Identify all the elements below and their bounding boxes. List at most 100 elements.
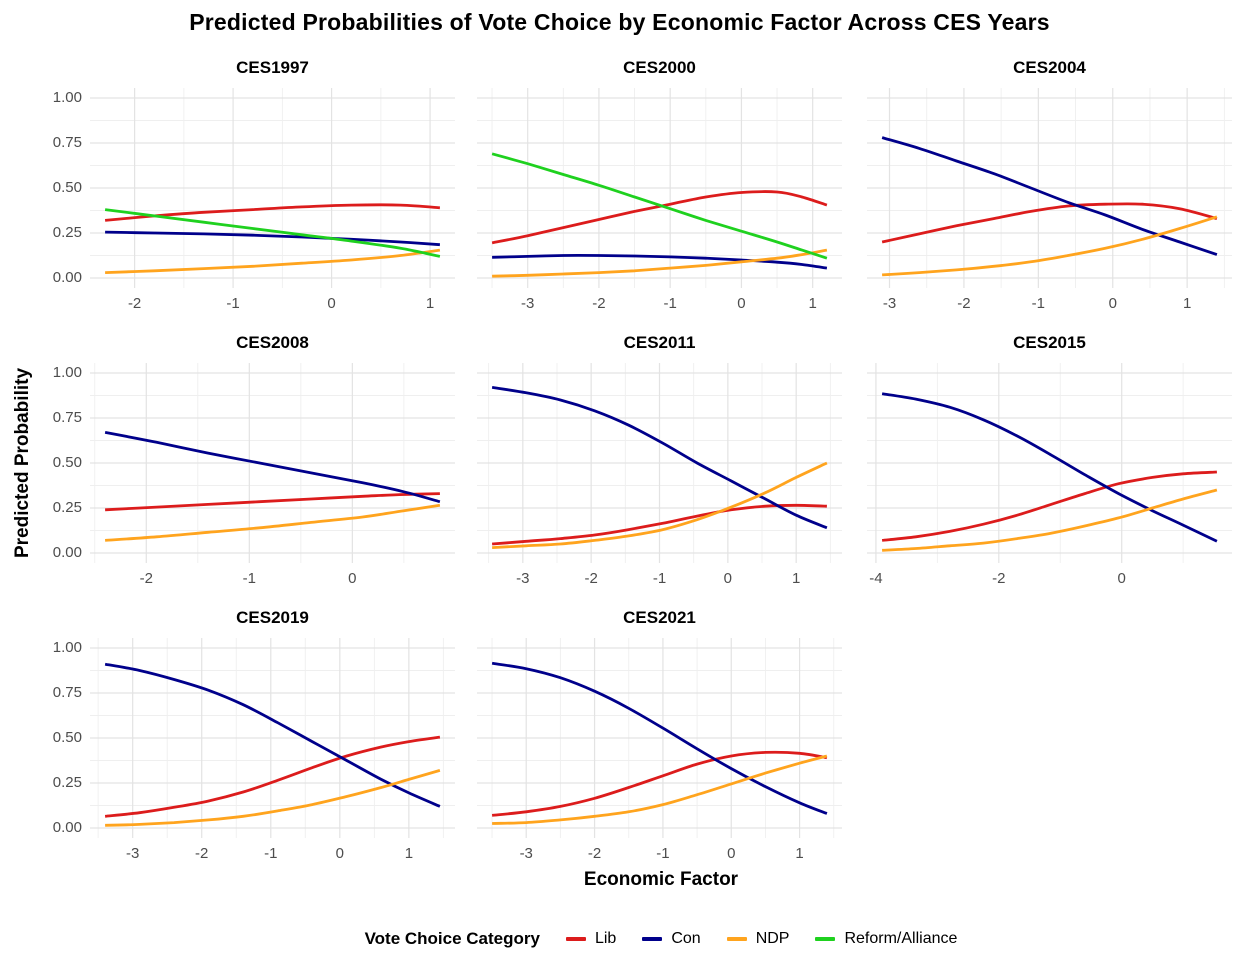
x-tick-label: -1 [656, 845, 669, 862]
x-tick-label: 0 [737, 295, 745, 312]
panel-CES2019: -3 -2 -1 0 1 [90, 638, 455, 862]
gridlines [90, 638, 455, 838]
y-tick-label: 0.75 [52, 134, 82, 151]
x-tick-label: -3 [520, 845, 533, 862]
line-Con [491, 661, 828, 815]
legend-line-swatch [565, 937, 586, 941]
line-NDP [105, 248, 441, 274]
y-tick-label: 0.25 [52, 224, 82, 241]
legend-line-swatch [726, 937, 747, 941]
line-NDP [492, 461, 828, 549]
line-NDP [882, 488, 1218, 552]
x-tick-label: -1 [1032, 295, 1045, 312]
x-tick-label: -3 [521, 295, 534, 312]
chart-title: Predicted Probabilities of Vote Choice b… [189, 9, 1050, 35]
line-Con [881, 392, 1218, 543]
facet-title: CES2004 [1013, 58, 1086, 77]
line-Lib [881, 202, 1218, 244]
line-Con [881, 136, 1218, 256]
line-NDP [882, 215, 1218, 277]
line-Lib [104, 735, 441, 818]
facet-title: CES1997 [236, 58, 309, 77]
panel-CES2015: -4 -2 0 [867, 363, 1232, 587]
x-tick-label: 1 [792, 570, 800, 587]
x-tick-label: -2 [128, 295, 141, 312]
facet-title: CES2000 [623, 58, 696, 77]
facet-title: CES2015 [1013, 333, 1086, 352]
facet-title: CES2019 [236, 608, 309, 627]
line-NDP [492, 754, 828, 825]
x-tick-label: -2 [584, 570, 597, 587]
y-tick-label: 0.50 [52, 179, 82, 196]
legend: Vote Choice Category Lib Con NDP Reform/All… [90, 929, 1232, 949]
line-Lib [492, 503, 827, 546]
x-tick-label: 1 [405, 845, 413, 862]
legend-item: NDP [726, 930, 790, 948]
x-tick-label: 0 [727, 845, 735, 862]
gridlines [867, 363, 1232, 563]
x-tick-label: -3 [883, 295, 896, 312]
line-Con [492, 253, 828, 270]
y-tick-label: 0.25 [52, 774, 82, 791]
x-tick-label: 1 [1183, 295, 1191, 312]
y-axis-title: Predicted Probability [12, 367, 33, 559]
x-tick-label: 0 [348, 570, 356, 587]
gridlines [90, 88, 455, 288]
line-Reform/Alliance [491, 152, 828, 260]
line-Lib [881, 470, 1217, 542]
line-Lib [491, 750, 828, 817]
y-tick-label: 0.50 [52, 454, 82, 471]
panel-CES2004: -3 -2 -1 0 1 [867, 88, 1232, 312]
legend-item-label: Con [671, 930, 701, 947]
line-Lib [104, 203, 441, 222]
line-NDP [492, 248, 828, 278]
legend-item: Con [642, 930, 701, 948]
x-tick-label: -1 [264, 845, 277, 862]
x-tick-label: 0 [724, 570, 732, 587]
legend-item-label: Reform/Alliance [844, 930, 958, 947]
legend-title: Vote Choice Category [364, 929, 540, 948]
panel-CES2000: -3 -2 -1 0 1 [477, 88, 842, 312]
panel-CES1997: -2 -1 0 1 [90, 88, 455, 312]
x-tick-label: -2 [992, 570, 1005, 587]
line-NDP [105, 503, 441, 542]
y-tick-label: 0.50 [52, 729, 82, 746]
x-tick-label: -4 [869, 570, 882, 587]
panel-CES2008: -2 -1 0 [90, 363, 455, 587]
x-tick-label: -2 [140, 570, 153, 587]
y-tick-label: 0.75 [52, 409, 82, 426]
line-Con [491, 386, 828, 530]
x-tick-label: -2 [592, 295, 605, 312]
line-Con [105, 230, 440, 247]
y-tick-label: 0.25 [52, 499, 82, 516]
y-tick-label: 1.00 [52, 639, 82, 656]
gridlines [477, 638, 842, 838]
x-tick-label: 1 [809, 295, 817, 312]
x-axis-title: Economic Factor [583, 869, 739, 890]
line-Lib [491, 190, 828, 245]
legend-line-swatch [642, 937, 663, 941]
x-tick-label: -2 [195, 845, 208, 862]
y-tick-label: 1.00 [52, 89, 82, 106]
x-tick-label: 1 [426, 295, 434, 312]
y-tick-label: 1.00 [52, 364, 82, 381]
gridlines [477, 363, 842, 563]
x-tick-label: 0 [1109, 295, 1117, 312]
y-tick-label: 0.00 [52, 819, 82, 836]
x-tick-label: -2 [957, 295, 970, 312]
panel-CES2011: -3 -2 -1 0 1 [477, 363, 842, 587]
y-tick-label: 0.00 [52, 544, 82, 561]
facet-title: CES2008 [236, 333, 309, 352]
x-tick-label: -3 [126, 845, 139, 862]
x-tick-label: 0 [1118, 570, 1126, 587]
line-Lib [105, 492, 440, 512]
legend-item-label: Lib [594, 930, 617, 947]
y-tick-label: 0.00 [52, 269, 82, 286]
facet-title: CES2011 [623, 333, 696, 352]
panel-CES2021: -3 -2 -1 0 1 [477, 638, 842, 862]
x-tick-label: -2 [588, 845, 601, 862]
legend-item-label: NDP [755, 930, 790, 947]
gridlines [90, 363, 455, 563]
y-tick-label: 0.75 [52, 684, 82, 701]
